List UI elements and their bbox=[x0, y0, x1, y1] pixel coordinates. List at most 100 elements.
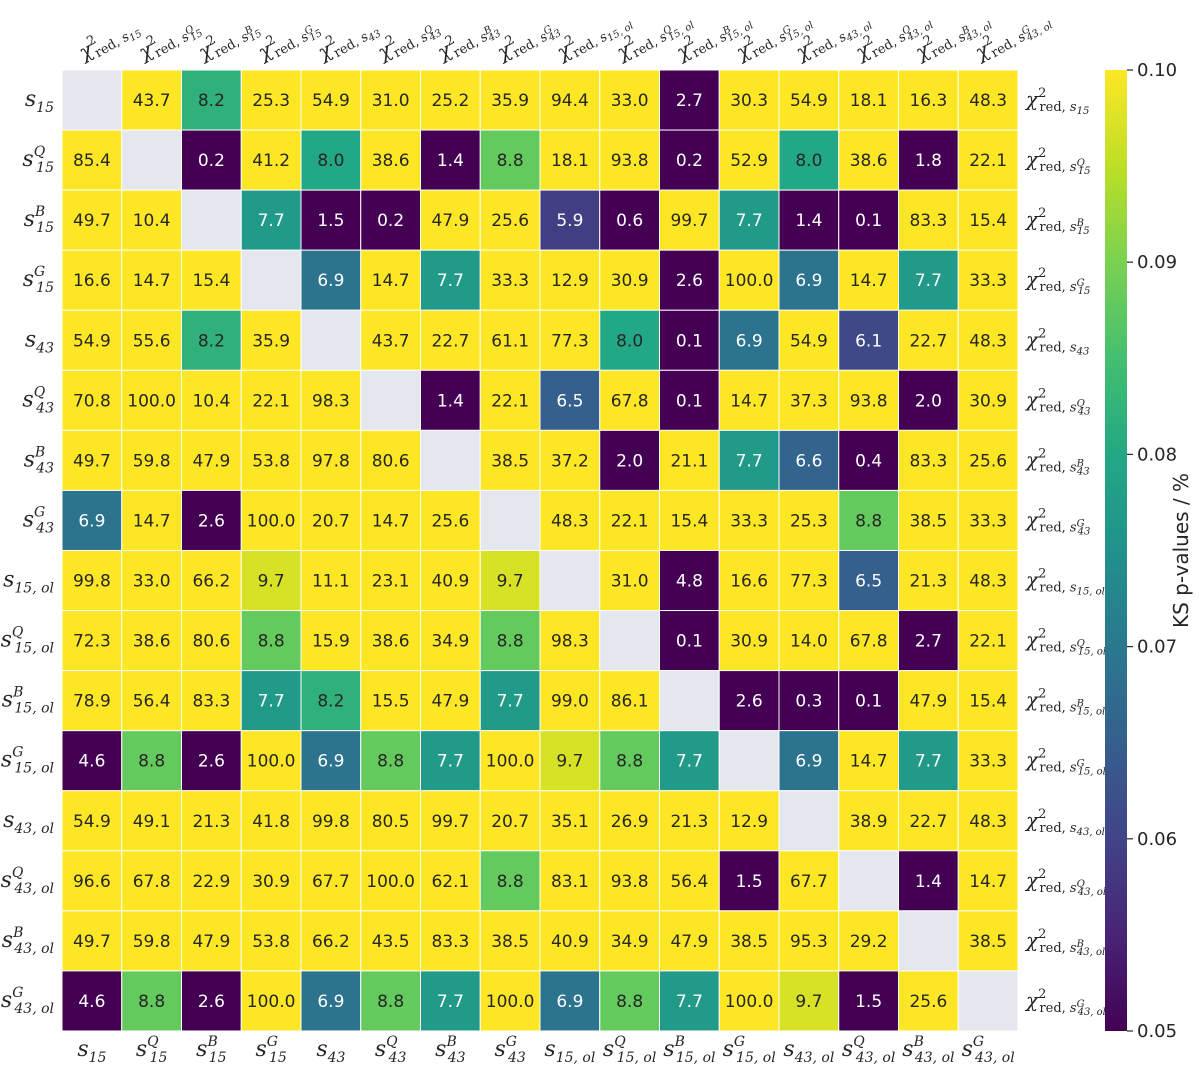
heatmap-cell bbox=[420, 730, 481, 792]
cell-value-label: 40.9 bbox=[551, 932, 589, 952]
heatmap-cell bbox=[300, 489, 362, 551]
cell-value-label: 8.8 bbox=[616, 992, 643, 1012]
heatmap-cell bbox=[778, 910, 840, 972]
heatmap-cell bbox=[599, 249, 660, 311]
cell-value-label: 40.9 bbox=[431, 572, 469, 592]
row-label-right: χ2 red, sQ 43, ol bbox=[1024, 867, 1106, 898]
cell-value-label: 10.4 bbox=[192, 391, 230, 411]
heatmap-cell-empty bbox=[898, 910, 959, 972]
heatmap-cell bbox=[659, 610, 720, 672]
heatmap-cell bbox=[61, 129, 123, 191]
heatmap-cell bbox=[61, 309, 123, 371]
cell-value-label: 6.9 bbox=[795, 752, 822, 772]
row-label-right: χ2 red, sB 43 bbox=[1024, 446, 1090, 477]
cell-value-label: 2.7 bbox=[915, 632, 942, 652]
bottom-column-labels: s15 sQ 15 sB 15 sG 15 s43 sQ 43 sB 43 sG 43 s15, ol sQ 1… bbox=[77, 1034, 1014, 1066]
cell-value-label: 25.6 bbox=[969, 451, 1007, 471]
cell-value-label: 22.9 bbox=[192, 872, 230, 892]
colorbar-tick-label: 0.09 bbox=[1137, 252, 1177, 273]
heatmap-cell bbox=[778, 730, 840, 792]
cell-value-label: 7.7 bbox=[437, 992, 464, 1012]
cell-value-label: 7.7 bbox=[736, 451, 763, 471]
row-label-right: χ2 red, s15 bbox=[1024, 86, 1089, 117]
left-row-labels: s15 sQ 15 sB 15 sG 15 s43 sQ 43 sB 43 sG 43 s15, ol sQ 1… bbox=[1, 87, 54, 1017]
cell-value-label: 100.0 bbox=[486, 992, 535, 1012]
heatmap-cell bbox=[360, 910, 421, 972]
cell-value-label: 7.7 bbox=[915, 271, 942, 291]
cell-value-label: 67.8 bbox=[611, 391, 649, 411]
heatmap-cell bbox=[240, 670, 302, 732]
cell-value-label: 30.9 bbox=[611, 271, 649, 291]
cell-value-label: 4.6 bbox=[78, 992, 105, 1012]
heatmap-cell bbox=[121, 69, 182, 131]
heatmap-cell bbox=[479, 730, 541, 792]
heatmap-cell bbox=[181, 790, 242, 852]
cell-value-label: 31.0 bbox=[372, 91, 410, 111]
cell-value-label: 1.5 bbox=[855, 992, 882, 1012]
cell-value-label: 14.7 bbox=[133, 511, 171, 531]
cell-value-label: 61.1 bbox=[491, 331, 529, 351]
cell-value-label: 6.9 bbox=[317, 992, 344, 1012]
cell-value-label: 43.7 bbox=[133, 91, 171, 111]
heatmap-cell bbox=[181, 910, 242, 972]
cell-value-label: 0.4 bbox=[855, 451, 882, 471]
cell-value-label: 8.0 bbox=[616, 331, 643, 351]
heatmap-cell bbox=[300, 129, 362, 191]
column-label-bottom: sQ 43 bbox=[375, 1034, 407, 1066]
cell-value-label: 8.0 bbox=[795, 151, 822, 171]
colorbar-tick-label: 0.10 bbox=[1137, 60, 1177, 81]
heatmap-cell bbox=[778, 69, 840, 131]
heatmap-cell bbox=[360, 429, 421, 491]
cell-value-label: 18.1 bbox=[551, 151, 589, 171]
heatmap-cell bbox=[957, 309, 1019, 371]
cell-value-label: 35.1 bbox=[551, 812, 589, 832]
row-label-left: sQ 43 bbox=[22, 384, 54, 416]
column-label-bottom: sB 43, ol bbox=[902, 1034, 954, 1066]
cell-value-label: 53.8 bbox=[252, 932, 290, 952]
heatmap-cell bbox=[599, 910, 660, 972]
heatmap-cell bbox=[420, 549, 481, 612]
cell-value-label: 7.7 bbox=[258, 211, 285, 231]
cell-value-label: 7.7 bbox=[437, 752, 464, 772]
heatmap-cell bbox=[300, 429, 362, 491]
cell-value-label: 20.7 bbox=[312, 511, 350, 531]
cell-value-label: 6.9 bbox=[317, 752, 344, 772]
cell-value-label: 22.7 bbox=[431, 331, 469, 351]
cell-value-label: 25.6 bbox=[909, 992, 947, 1012]
heatmap-cell bbox=[539, 69, 601, 131]
heatmap-cell bbox=[240, 309, 302, 371]
heatmap-cell-empty bbox=[240, 249, 302, 311]
heatmap-cell bbox=[838, 129, 899, 191]
heatmap-cell bbox=[121, 910, 182, 972]
heatmap-cell bbox=[957, 429, 1019, 491]
cell-value-label: 98.3 bbox=[551, 632, 589, 652]
heatmap-cell-empty bbox=[718, 730, 780, 792]
heatmap-cell bbox=[957, 730, 1019, 792]
cell-value-label: 14.7 bbox=[730, 391, 768, 411]
heatmap-cell bbox=[718, 850, 780, 912]
cell-value-label: 47.9 bbox=[431, 211, 469, 231]
cell-value-label: 83.3 bbox=[909, 451, 947, 471]
heatmap-cell bbox=[420, 369, 481, 431]
cell-value-label: 7.7 bbox=[736, 211, 763, 231]
cell-value-label: 48.3 bbox=[969, 91, 1007, 111]
heatmap-cell bbox=[718, 970, 780, 1032]
cell-value-label: 49.7 bbox=[73, 211, 111, 231]
cell-value-label: 30.3 bbox=[730, 91, 768, 111]
row-label-left: sG 43 bbox=[23, 504, 54, 536]
cell-value-label: 100.0 bbox=[247, 511, 296, 531]
heatmap-cell bbox=[599, 429, 660, 491]
cell-value-label: 47.9 bbox=[670, 932, 708, 952]
cell-value-label: 15.9 bbox=[312, 632, 350, 652]
column-label-bottom: sB 15 bbox=[196, 1034, 227, 1066]
heatmap-cell-empty bbox=[360, 369, 421, 431]
cell-value-label: 8.2 bbox=[317, 692, 344, 712]
heatmap-cell bbox=[539, 489, 601, 551]
heatmap-cell bbox=[61, 549, 123, 612]
cell-value-label: 1.4 bbox=[437, 151, 464, 171]
heatmap-cell bbox=[420, 610, 481, 672]
heatmap-cell bbox=[360, 249, 421, 311]
cell-value-label: 80.6 bbox=[192, 632, 230, 652]
row-label-left: s15, ol bbox=[3, 568, 54, 597]
